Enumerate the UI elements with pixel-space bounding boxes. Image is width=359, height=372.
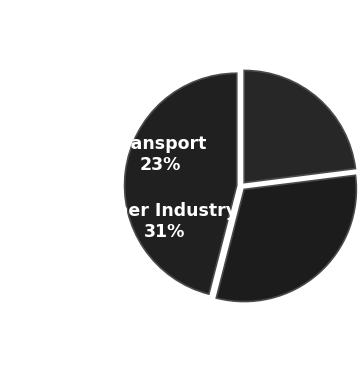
Wedge shape: [125, 73, 237, 294]
Text: Other Industry
31%: Other Industry 31%: [93, 202, 237, 241]
Text: Transport
23%: Transport 23%: [113, 135, 208, 174]
Wedge shape: [244, 70, 355, 183]
Wedge shape: [216, 175, 356, 302]
